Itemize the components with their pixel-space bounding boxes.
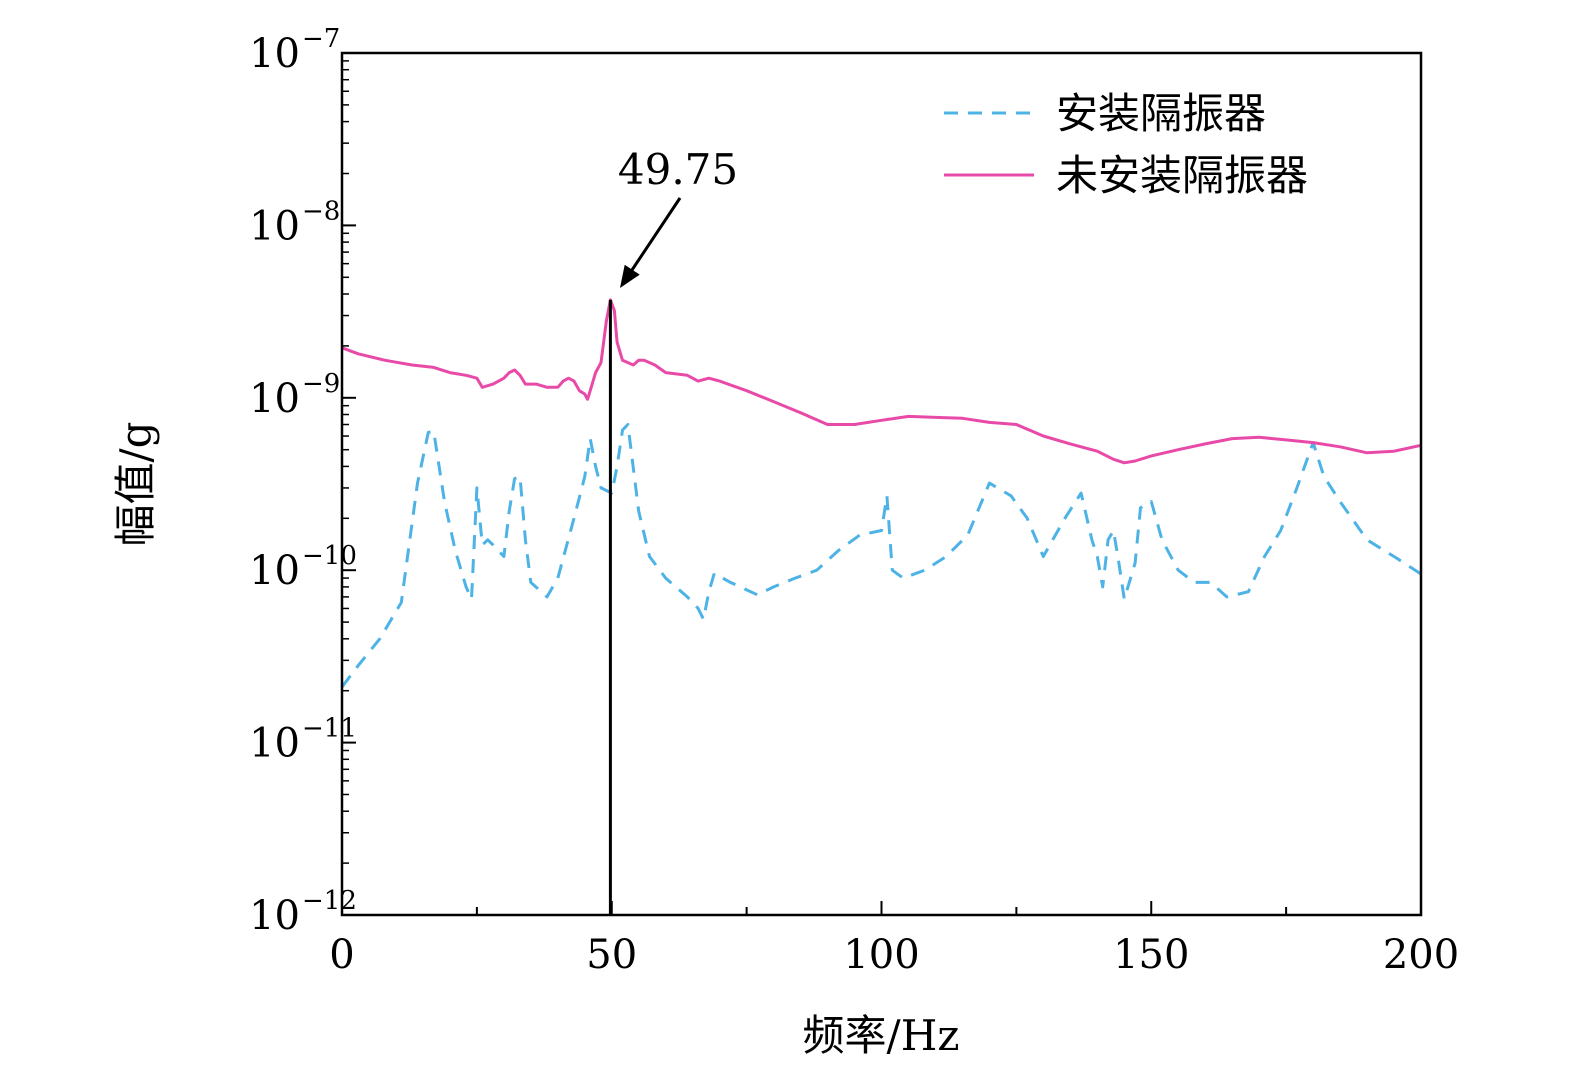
y-tick-exponent: −11 xyxy=(302,714,357,744)
y-tick-label: 10 xyxy=(249,203,300,249)
y-tick-label: 10 xyxy=(249,376,300,422)
y-tick-label: 10 xyxy=(249,548,300,594)
y-tick-marks xyxy=(342,52,356,916)
plot-frame xyxy=(340,51,1423,917)
annotation-layer: 49.75 xyxy=(608,145,738,915)
y-tick-exponent: −10 xyxy=(302,541,357,571)
annotation-arrowhead xyxy=(620,264,640,288)
y-tick-label: 10 xyxy=(249,721,300,767)
annotation-arrow xyxy=(624,197,682,280)
series-layer xyxy=(340,298,1422,688)
y-tick-label: 10 xyxy=(249,893,300,939)
annotation-label: 49.75 xyxy=(618,145,738,194)
x-tick-label: 50 xyxy=(586,932,637,978)
x-axis-title: 频率/Hz xyxy=(803,1011,960,1060)
legend-label-uninstalled: 未安装隔振器 xyxy=(1056,151,1308,200)
y-axis-title: 幅值/g xyxy=(111,421,160,546)
x-tick-label: 0 xyxy=(329,932,354,978)
x-tick-label: 200 xyxy=(1383,932,1459,978)
x-tick-label: 100 xyxy=(843,932,919,978)
y-tick-exponent: −8 xyxy=(302,196,340,226)
y-tick-label: 10 xyxy=(249,31,300,77)
series-line-1 xyxy=(341,298,1422,465)
x-tick-label: 150 xyxy=(1113,932,1189,978)
series-line-0 xyxy=(340,423,1422,688)
legend: 安装隔振器 未安装隔振器 xyxy=(944,89,1308,200)
y-tick-exponent: −7 xyxy=(302,24,340,54)
x-tick-labels: 0 50 100 150 200 xyxy=(329,932,1459,978)
legend-label-installed: 安装隔振器 xyxy=(1056,89,1266,138)
y-tick-exponent: −12 xyxy=(302,886,357,916)
x-tick-marks xyxy=(341,901,1422,915)
y-tick-exponent: −9 xyxy=(302,369,340,399)
